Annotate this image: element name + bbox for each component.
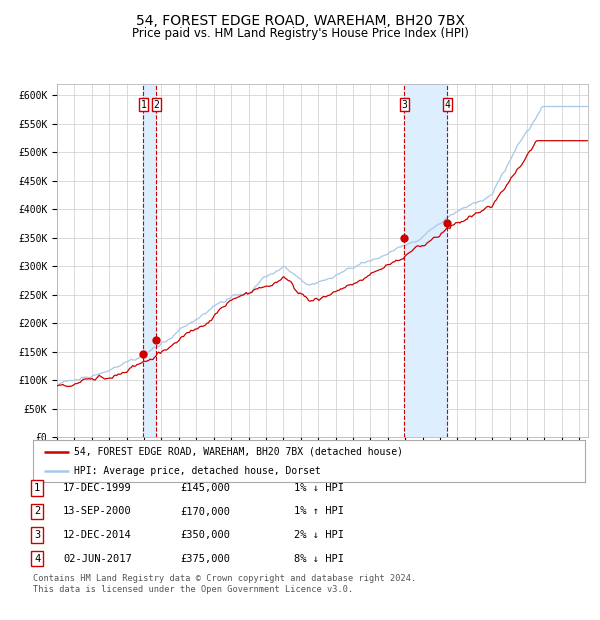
Text: £170,000: £170,000	[180, 507, 230, 516]
Text: 1: 1	[34, 483, 40, 493]
Text: HPI: Average price, detached house, Dorset: HPI: Average price, detached house, Dors…	[74, 466, 321, 476]
Text: 2: 2	[34, 507, 40, 516]
Text: 1: 1	[140, 100, 146, 110]
Text: 17-DEC-1999: 17-DEC-1999	[63, 483, 132, 493]
Text: Price paid vs. HM Land Registry's House Price Index (HPI): Price paid vs. HM Land Registry's House …	[131, 27, 469, 40]
Text: 1% ↓ HPI: 1% ↓ HPI	[294, 483, 344, 493]
Text: 8% ↓ HPI: 8% ↓ HPI	[294, 554, 344, 564]
Text: 12-DEC-2014: 12-DEC-2014	[63, 530, 132, 540]
Text: 4: 4	[34, 554, 40, 564]
Text: £145,000: £145,000	[180, 483, 230, 493]
Text: 3: 3	[401, 100, 407, 110]
Text: 4: 4	[445, 100, 450, 110]
Text: 54, FOREST EDGE ROAD, WAREHAM, BH20 7BX: 54, FOREST EDGE ROAD, WAREHAM, BH20 7BX	[136, 14, 464, 28]
Text: 13-SEP-2000: 13-SEP-2000	[63, 507, 132, 516]
Text: Contains HM Land Registry data © Crown copyright and database right 2024.: Contains HM Land Registry data © Crown c…	[33, 574, 416, 583]
Text: £350,000: £350,000	[180, 530, 230, 540]
Text: 1% ↑ HPI: 1% ↑ HPI	[294, 507, 344, 516]
Text: 02-JUN-2017: 02-JUN-2017	[63, 554, 132, 564]
Bar	[143, 84, 157, 437]
Text: 3: 3	[34, 530, 40, 540]
Text: 2% ↓ HPI: 2% ↓ HPI	[294, 530, 344, 540]
Text: This data is licensed under the Open Government Licence v3.0.: This data is licensed under the Open Gov…	[33, 585, 353, 594]
Bar	[404, 84, 448, 437]
Text: 2: 2	[154, 100, 160, 110]
Text: 54, FOREST EDGE ROAD, WAREHAM, BH20 7BX (detached house): 54, FOREST EDGE ROAD, WAREHAM, BH20 7BX …	[74, 446, 403, 456]
Text: £375,000: £375,000	[180, 554, 230, 564]
